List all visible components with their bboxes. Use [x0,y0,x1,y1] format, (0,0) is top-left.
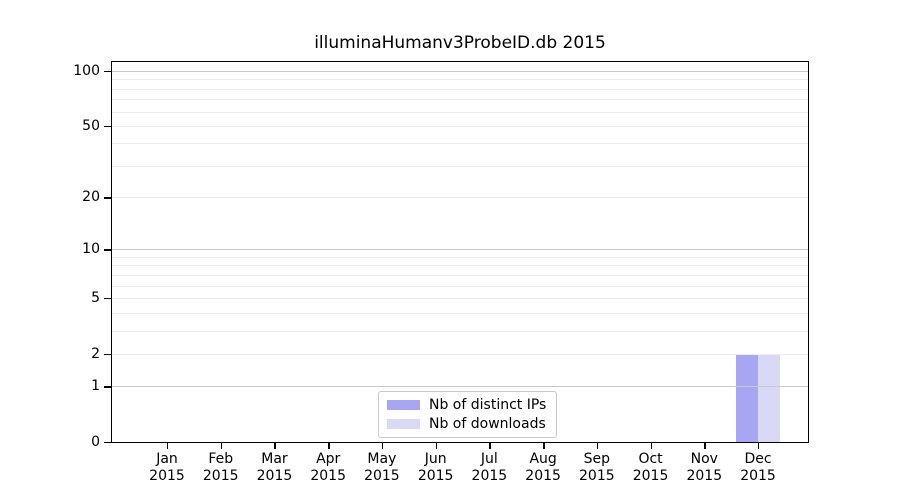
chart-title: illuminaHumanv3ProbeID.db 2015 [314,33,606,53]
x-tick-year: 2015 [471,468,508,484]
gridline-minor [112,165,808,167]
x-tick [167,443,169,449]
x-tick-label: May 2015 [347,451,417,485]
x-tick-month: Aug [529,451,557,467]
x-tick [704,443,706,449]
legend-item-distinct-ips: Nb of distinct IPs [387,396,546,414]
gridline-minor [112,143,808,145]
x-tick-label: Dec 2015 [723,451,793,485]
gridline-minor [112,274,808,276]
y-tick [104,442,111,444]
x-tick [650,443,652,449]
x-tick-label: Feb 2015 [186,451,256,485]
x-tick-year: 2015 [417,468,454,484]
y-tick [104,197,111,199]
y-tick-label: 2 [91,345,100,362]
x-tick [758,443,760,449]
x-tick [435,443,438,449]
x-tick-month: May [367,451,397,467]
x-tick-year: 2015 [364,468,400,484]
x-tick [274,443,276,449]
gridline-minor [112,197,808,199]
x-tick-month: Dec [744,451,772,467]
y-tick [104,71,111,73]
x-tick-label: Aug 2015 [508,451,578,485]
gridline-minor [112,312,808,314]
legend-swatch-distinct-ips [387,400,420,410]
x-tick-year: 2015 [740,468,776,484]
x-tick [220,443,223,449]
x-tick-label: Jun 2015 [401,451,471,485]
gridline-minor [112,79,808,81]
x-tick [328,443,330,449]
x-tick-label: Nov 2015 [669,451,739,485]
x-tick-label: Jul 2015 [454,451,524,485]
plot-area [111,61,809,443]
gridline-minor [112,330,808,332]
x-tick-month: Apr [316,451,341,467]
x-tick [596,443,599,449]
legend-label-downloads: Nb of downloads [429,416,546,432]
y-tick [104,386,111,388]
y-tick-label: 0 [91,434,100,450]
y-tick-label: 50 [82,117,100,134]
x-tick-year: 2015 [202,468,239,484]
x-tick-month: Oct [638,451,663,467]
x-tick-month: Jun [424,451,447,467]
x-tick-label: Sep 2015 [562,451,632,485]
x-tick-month: Jul [480,451,498,467]
x-tick-year: 2015 [256,468,293,484]
x-tick [381,443,384,449]
y-tick-label: 20 [82,189,100,206]
x-tick-label: Jan 2015 [132,451,202,485]
gridline-minor [112,125,808,127]
x-tick-label: Apr 2015 [293,451,363,485]
bar-downloads [758,353,781,442]
x-tick-year: 2015 [525,468,561,484]
x-tick-year: 2015 [632,468,669,484]
x-tick-year: 2015 [149,468,185,484]
x-tick-year: 2015 [686,468,723,484]
legend: Nb of distinct IPs Nb of downloads [378,391,558,438]
x-tick [489,443,491,449]
x-tick-month: Jan [156,451,178,467]
gridline-minor [112,256,808,258]
x-tick-label: Mar 2015 [239,451,309,485]
y-tick [104,249,111,251]
y-tick-label: 5 [91,289,100,306]
x-tick-year: 2015 [579,468,615,484]
gridline-minor [112,285,808,287]
legend-item-downloads: Nb of downloads [387,415,546,433]
gridline-minor [112,88,808,90]
gridline-minor [112,265,808,267]
y-tick-label: 10 [82,241,100,258]
bar-distinct-ips [736,353,759,442]
gridline-minor [112,99,808,101]
y-tick [104,125,111,128]
gridline-major [112,71,808,73]
y-tick-label: 100 [73,63,100,80]
y-tick [104,297,111,300]
gridline-major [112,386,808,388]
gridline-major [112,249,808,251]
legend-label-distinct-ips: Nb of distinct IPs [429,397,547,413]
x-tick-month: Nov [690,451,718,467]
x-tick-year: 2015 [310,468,346,484]
x-tick-month: Mar [261,451,288,467]
x-tick-month: Sep [583,451,611,467]
gridline-minor [112,353,808,355]
gridline-minor [112,111,808,113]
x-tick [543,443,545,449]
gridline-minor [112,297,808,299]
y-tick [104,353,111,356]
legend-swatch-downloads [387,419,420,429]
x-tick-label: Oct 2015 [616,451,686,485]
x-tick-month: Feb [208,451,234,467]
y-tick-label: 1 [91,378,100,395]
